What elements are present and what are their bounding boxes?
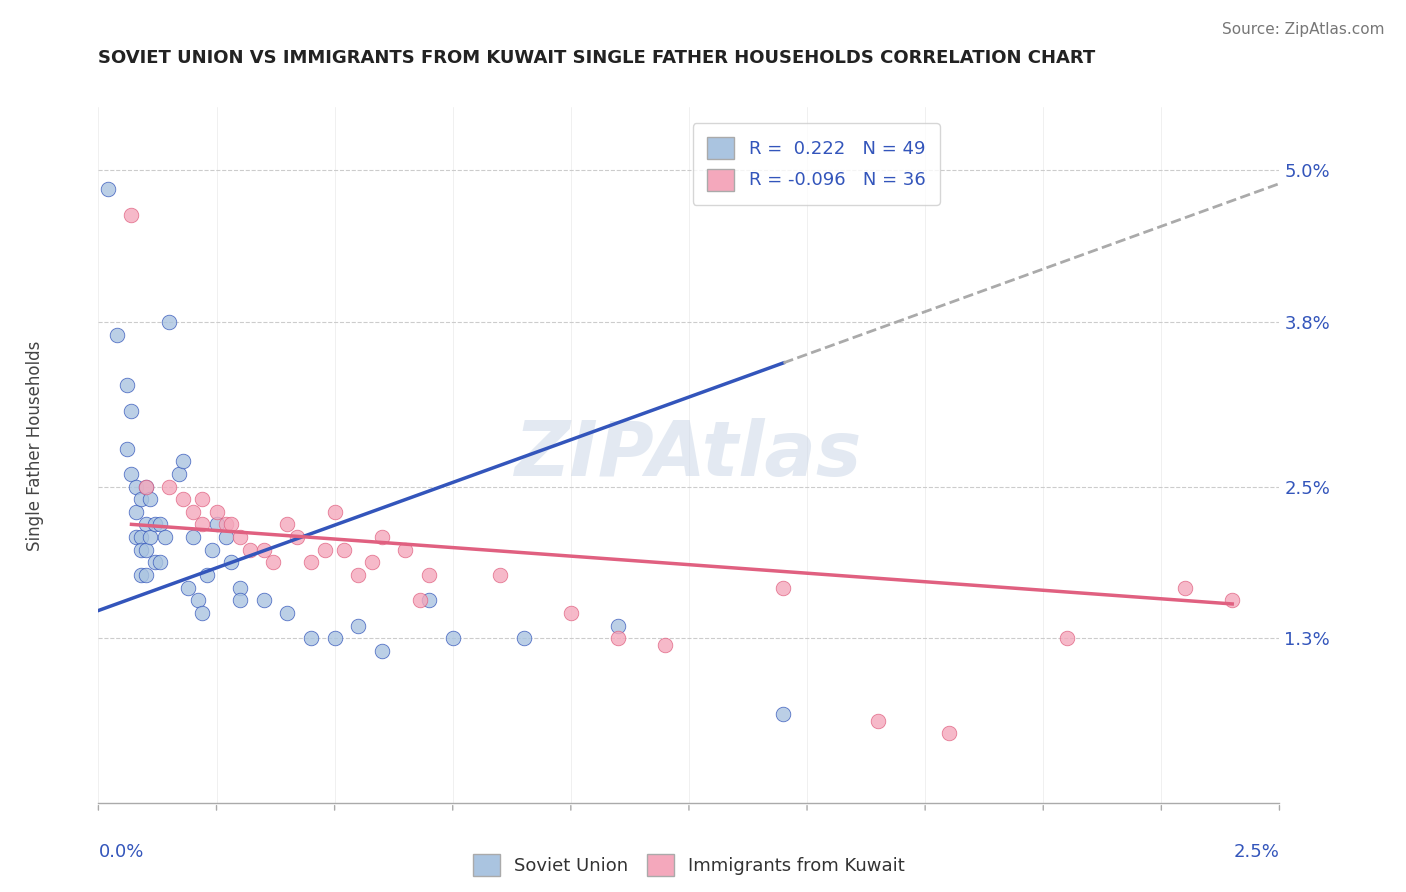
Legend: R =  0.222   N = 49, R = -0.096   N = 36: R = 0.222 N = 49, R = -0.096 N = 36: [693, 123, 939, 205]
Point: [219, 517, 242, 532]
Point: [361, 556, 384, 570]
Point: [215, 517, 238, 532]
Point: [177, 581, 200, 595]
Point: [394, 542, 416, 557]
Point: [125, 479, 148, 493]
Point: [772, 581, 794, 595]
Point: [139, 492, 162, 507]
Point: [105, 327, 128, 342]
Point: [135, 479, 157, 493]
Point: [153, 530, 176, 544]
Point: [97, 182, 120, 196]
Point: [418, 593, 440, 607]
Point: [285, 530, 308, 544]
Point: [253, 593, 276, 607]
Point: [299, 632, 322, 646]
Point: [262, 556, 284, 570]
Point: [172, 492, 194, 507]
Text: ZIPAtlas: ZIPAtlas: [515, 418, 863, 491]
Point: [172, 454, 194, 468]
Point: [215, 530, 238, 544]
Point: [229, 530, 252, 544]
Text: 2.5%: 2.5%: [1233, 843, 1279, 861]
Point: [560, 606, 582, 620]
Point: [149, 517, 172, 532]
Point: [441, 632, 464, 646]
Point: [299, 556, 322, 570]
Point: [229, 581, 252, 595]
Point: [149, 556, 172, 570]
Legend: Soviet Union, Immigrants from Kuwait: Soviet Union, Immigrants from Kuwait: [465, 847, 912, 883]
Text: SOVIET UNION VS IMMIGRANTS FROM KUWAIT SINGLE FATHER HOUSEHOLDS CORRELATION CHAR: SOVIET UNION VS IMMIGRANTS FROM KUWAIT S…: [98, 49, 1095, 67]
Point: [135, 568, 157, 582]
Point: [121, 208, 143, 222]
Point: [229, 593, 252, 607]
Point: [347, 568, 370, 582]
Point: [347, 618, 370, 632]
Point: [139, 530, 162, 544]
Point: [418, 568, 440, 582]
Point: [115, 442, 138, 456]
Text: 0.0%: 0.0%: [98, 843, 143, 861]
Point: [276, 517, 298, 532]
Point: [253, 542, 276, 557]
Point: [408, 593, 430, 607]
Point: [1220, 593, 1243, 607]
Point: [219, 556, 242, 570]
Point: [371, 644, 394, 658]
Point: [333, 542, 356, 557]
Point: [135, 517, 157, 532]
Point: [371, 530, 394, 544]
Point: [121, 403, 143, 417]
Point: [323, 505, 346, 519]
Point: [135, 542, 157, 557]
Point: [654, 638, 676, 652]
Point: [1174, 581, 1197, 595]
Point: [129, 542, 152, 557]
Point: [314, 542, 336, 557]
Point: [135, 479, 157, 493]
Point: [129, 492, 152, 507]
Point: [607, 632, 630, 646]
Point: [276, 606, 298, 620]
Point: [187, 593, 209, 607]
Point: [129, 568, 152, 582]
Point: [205, 517, 228, 532]
Point: [129, 530, 152, 544]
Point: [191, 606, 214, 620]
Point: [181, 505, 204, 519]
Point: [866, 714, 889, 728]
Point: [121, 467, 143, 481]
Point: [489, 568, 512, 582]
Text: Single Father Households: Single Father Households: [27, 341, 44, 551]
Point: [607, 618, 630, 632]
Point: [205, 505, 228, 519]
Point: [125, 530, 148, 544]
Point: [239, 542, 262, 557]
Point: [323, 632, 346, 646]
Point: [157, 479, 180, 493]
Point: [195, 568, 218, 582]
Point: [201, 542, 224, 557]
Point: [167, 467, 190, 481]
Point: [143, 556, 166, 570]
Point: [772, 707, 794, 722]
Point: [143, 517, 166, 532]
Point: [512, 632, 534, 646]
Point: [1056, 632, 1078, 646]
Point: [191, 492, 214, 507]
Point: [181, 530, 204, 544]
Point: [938, 726, 960, 740]
Point: [157, 315, 180, 329]
Point: [125, 505, 148, 519]
Text: Source: ZipAtlas.com: Source: ZipAtlas.com: [1222, 22, 1385, 37]
Point: [115, 378, 138, 392]
Point: [191, 517, 214, 532]
